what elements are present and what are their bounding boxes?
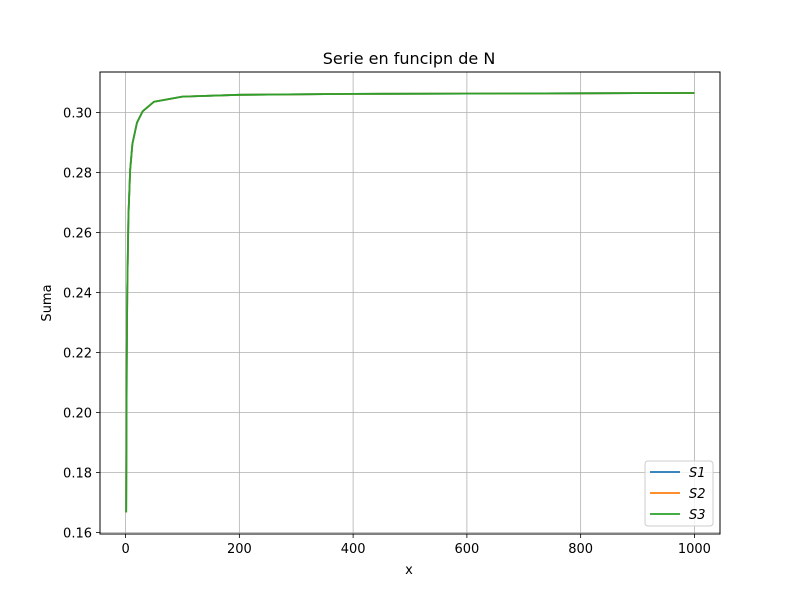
x-tick-label: 800 (568, 542, 593, 557)
axes-frame (99, 71, 721, 535)
x-axis-label: x (405, 563, 413, 578)
chart-title: Serie en funcipn de N (323, 49, 496, 68)
x-tick-label: 0 (121, 542, 129, 557)
y-tick-label: 0.30 (63, 107, 92, 122)
x-tick-label: 200 (227, 542, 252, 557)
legend-label: S2 (689, 487, 706, 502)
y-tick-label: 0.16 (63, 527, 92, 542)
y-tick-label: 0.18 (63, 467, 92, 482)
x-tick-label: 1000 (678, 542, 711, 557)
grid (100, 72, 720, 534)
y-tick-label: 0.20 (63, 407, 92, 422)
legend-label: S3 (689, 508, 706, 523)
x-tick-label: 400 (341, 542, 366, 557)
y-axis-label: Suma (40, 284, 55, 321)
legend: S1 S2 S3 (644, 460, 714, 527)
y-tick-label: 0.26 (63, 227, 92, 242)
y-tick-label: 0.22 (63, 347, 92, 362)
y-tick-label: 0.28 (63, 167, 92, 182)
series-lines (125, 92, 695, 513)
legend-label: S1 (689, 466, 706, 481)
x-tick-label: 600 (454, 542, 479, 557)
ticks: 0 200 400 600 800 1000 0.16 0.18 0.20 0.22 0.24 0.2… (63, 107, 711, 558)
y-tick-label: 0.24 (63, 287, 92, 302)
series-line-s3 (125, 92, 695, 513)
